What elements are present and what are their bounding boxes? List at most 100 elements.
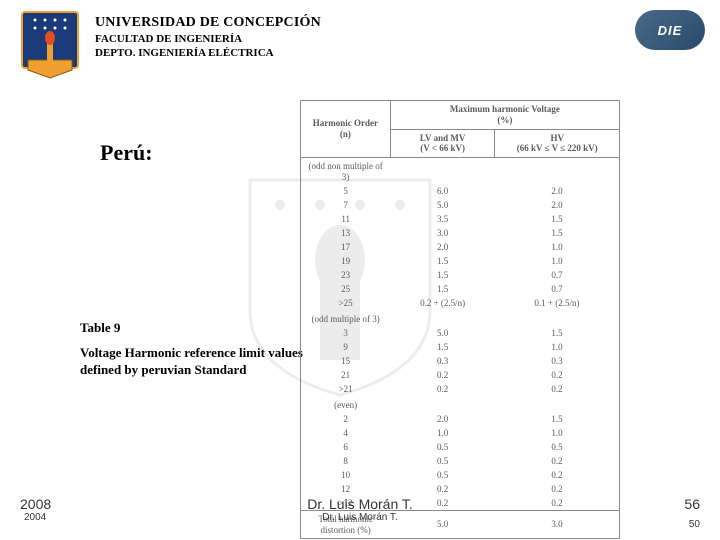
cell-order: 15 bbox=[301, 355, 391, 369]
th-lv: LV and MV (V < 66 kV) bbox=[390, 129, 495, 158]
cell-lv: 3.5 bbox=[390, 213, 495, 227]
cell-lv: 0.2 bbox=[390, 482, 495, 496]
cell-hv: 0.2 bbox=[495, 482, 620, 496]
cell-order: 7 bbox=[301, 199, 391, 213]
table-row: 100.50.2 bbox=[301, 468, 620, 482]
table-description: Voltage Harmonic reference limit values … bbox=[80, 345, 310, 379]
slide-header: UNIVERSIDAD DE CONCEPCIÓN FACULTAD DE IN… bbox=[0, 0, 720, 80]
table-row: 91.51.0 bbox=[301, 341, 620, 355]
cell-hv: 1.0 bbox=[495, 341, 620, 355]
cell-hv: 0.2 bbox=[495, 454, 620, 468]
cell-lv: 2.0 bbox=[390, 241, 495, 255]
cell-hv: 0.7 bbox=[495, 283, 620, 297]
cell-lv: 3.0 bbox=[390, 227, 495, 241]
cell-hv: 2.0 bbox=[495, 185, 620, 199]
cell-lv: 0.3 bbox=[390, 355, 495, 369]
cell-order: 21 bbox=[301, 369, 391, 383]
cell-hv: 0.2 bbox=[495, 383, 620, 397]
page-secondary: 50 bbox=[689, 519, 700, 530]
cell-order: 4 bbox=[301, 426, 391, 440]
th-maxvolt: Maximum harmonic Voltage (%) bbox=[390, 101, 619, 130]
table-body: (odd non multiple of 3)56.02.075.02.0113… bbox=[301, 158, 620, 539]
th-lv-text: LV and MV (V < 66 kV) bbox=[420, 133, 466, 154]
cell-lv: 0.5 bbox=[390, 440, 495, 454]
cell-hv: 1.0 bbox=[495, 426, 620, 440]
table-row: >250.2 + (2.5/n)0.1 + (2.5/n) bbox=[301, 297, 620, 311]
cell-lv: 5.0 bbox=[390, 199, 495, 213]
year-secondary: 2004 bbox=[24, 512, 51, 523]
cell-hv: 0.3 bbox=[495, 355, 620, 369]
cell-order: >25 bbox=[301, 297, 391, 311]
table-group-label: (even) bbox=[301, 397, 620, 413]
cell-lv: 1.5 bbox=[390, 269, 495, 283]
group-label-cell: (odd multiple of 3) bbox=[301, 311, 391, 327]
cell-hv: 1.0 bbox=[495, 255, 620, 269]
cell-lv: 1.5 bbox=[390, 341, 495, 355]
slide-footer: 2008 2004 Dr. Luis Morán T. Dr. Luis Mor… bbox=[0, 496, 720, 532]
table-row: 56.02.0 bbox=[301, 185, 620, 199]
th-hv: HV (66 kV ≤ V ≤ 220 kV) bbox=[495, 129, 620, 158]
cell-order: 12 bbox=[301, 482, 391, 496]
table-row: 210.20.2 bbox=[301, 369, 620, 383]
table-row: >210.20.2 bbox=[301, 383, 620, 397]
th-hv-text: HV (66 kV ≤ V ≤ 220 kV) bbox=[517, 133, 598, 154]
table-row: 80.50.2 bbox=[301, 454, 620, 468]
university-name: UNIVERSIDAD DE CONCEPCIÓN bbox=[95, 15, 321, 31]
cell-hv: 1.5 bbox=[495, 227, 620, 241]
table-row: 120.20.2 bbox=[301, 482, 620, 496]
empty-cell bbox=[390, 311, 495, 327]
footer-year: 2008 2004 bbox=[20, 496, 51, 532]
th-order-text: Harmonic Order (n) bbox=[313, 118, 378, 139]
cell-order: 11 bbox=[301, 213, 391, 227]
cell-hv: 1.0 bbox=[495, 241, 620, 255]
cell-lv: 0.2 + (2.5/n) bbox=[390, 297, 495, 311]
cell-hv: 1.5 bbox=[495, 327, 620, 341]
cell-order: 13 bbox=[301, 227, 391, 241]
year-primary: 2008 bbox=[20, 496, 51, 512]
cell-order: 5 bbox=[301, 185, 391, 199]
table-row: 150.30.3 bbox=[301, 355, 620, 369]
table-row: 113.51.5 bbox=[301, 213, 620, 227]
footer-author: Dr. Luis Morán T. Dr. Luis Morán T. bbox=[307, 496, 413, 523]
table-row: 75.02.0 bbox=[301, 199, 620, 213]
section-title: Perú: bbox=[100, 140, 153, 166]
cell-lv: 0.5 bbox=[390, 454, 495, 468]
empty-cell bbox=[495, 311, 620, 327]
page-primary: 56 bbox=[684, 496, 700, 512]
table-row: 60.50.5 bbox=[301, 440, 620, 454]
cell-hv: 1.5 bbox=[495, 412, 620, 426]
table-group-label: (odd multiple of 3) bbox=[301, 311, 620, 327]
table-row: 172.01.0 bbox=[301, 241, 620, 255]
th-order: Harmonic Order (n) bbox=[301, 101, 391, 158]
group-label-cell: (odd non multiple of 3) bbox=[301, 158, 391, 185]
cell-lv: 2.0 bbox=[390, 412, 495, 426]
cell-lv: 6.0 bbox=[390, 185, 495, 199]
table-row: 22.01.5 bbox=[301, 412, 620, 426]
header-text-block: UNIVERSIDAD DE CONCEPCIÓN FACULTAD DE IN… bbox=[95, 10, 321, 59]
department-name: DEPTO. INGENIERÍA ELÉCTRICA bbox=[95, 47, 321, 59]
group-label-cell: (even) bbox=[301, 397, 391, 413]
table-row: 133.01.5 bbox=[301, 227, 620, 241]
cell-order: 3 bbox=[301, 327, 391, 341]
cell-hv: 0.7 bbox=[495, 269, 620, 283]
table-row: 35.01.5 bbox=[301, 327, 620, 341]
cell-lv: 0.2 bbox=[390, 383, 495, 397]
empty-cell bbox=[495, 397, 620, 413]
table-row: 231.50.7 bbox=[301, 269, 620, 283]
cell-order: 17 bbox=[301, 241, 391, 255]
cell-hv: 0.2 bbox=[495, 369, 620, 383]
cell-lv: 0.5 bbox=[390, 468, 495, 482]
university-shield-logo bbox=[20, 10, 80, 80]
cell-hv: 0.5 bbox=[495, 440, 620, 454]
cell-hv: 2.0 bbox=[495, 199, 620, 213]
cell-order: 25 bbox=[301, 283, 391, 297]
table-caption: Table 9 bbox=[80, 320, 120, 336]
harmonic-limits-table: Harmonic Order (n) Maximum harmonic Volt… bbox=[300, 100, 620, 539]
cell-lv: 1.0 bbox=[390, 426, 495, 440]
empty-cell bbox=[495, 158, 620, 185]
cell-lv: 1.5 bbox=[390, 255, 495, 269]
die-logo: DIE bbox=[635, 10, 705, 50]
author-primary: Dr. Luis Morán T. bbox=[307, 496, 413, 512]
cell-order: >21 bbox=[301, 383, 391, 397]
cell-order: 10 bbox=[301, 468, 391, 482]
